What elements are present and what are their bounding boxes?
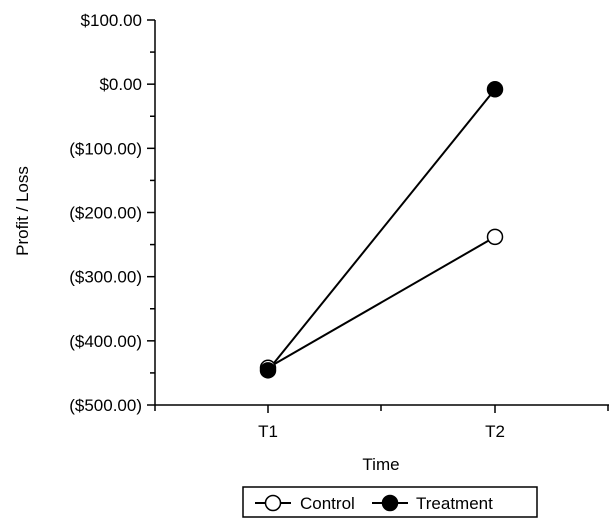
- y-tick-label: ($100.00): [69, 139, 142, 158]
- y-axis-label: Profit / Loss: [13, 166, 32, 256]
- y-tick-label: $100.00: [81, 11, 142, 30]
- data-point-treatment: [486, 81, 504, 98]
- legend: Control Treatment: [242, 486, 538, 518]
- legend-control-label: Control: [300, 494, 355, 513]
- axes: [154, 20, 609, 406]
- series-layer: [259, 81, 504, 379]
- x-ticks: T1 T2: [154, 405, 609, 441]
- series-line-treatment: [267, 88, 496, 371]
- legend-control-marker: [264, 494, 282, 512]
- x-axis-label: Time: [362, 455, 399, 474]
- y-tick-label: ($300.00): [69, 268, 142, 287]
- y-tick-label: ($400.00): [69, 332, 142, 351]
- y-tick-label: $0.00: [99, 75, 142, 94]
- data-point-treatment: [259, 362, 277, 379]
- legend-treatment-marker: [381, 494, 399, 512]
- series-line-control: [267, 236, 496, 369]
- y-tick-label: ($200.00): [69, 204, 142, 223]
- y-tick-label: ($500.00): [69, 396, 142, 415]
- x-tick-label: T1: [258, 422, 278, 441]
- y-ticks: $100.00 $0.00 ($100.00) ($200.00) ($300.00) (…: [69, 11, 155, 415]
- data-point-control: [486, 228, 504, 246]
- x-tick-label: T2: [485, 422, 505, 441]
- legend-treatment-label: Treatment: [416, 494, 493, 513]
